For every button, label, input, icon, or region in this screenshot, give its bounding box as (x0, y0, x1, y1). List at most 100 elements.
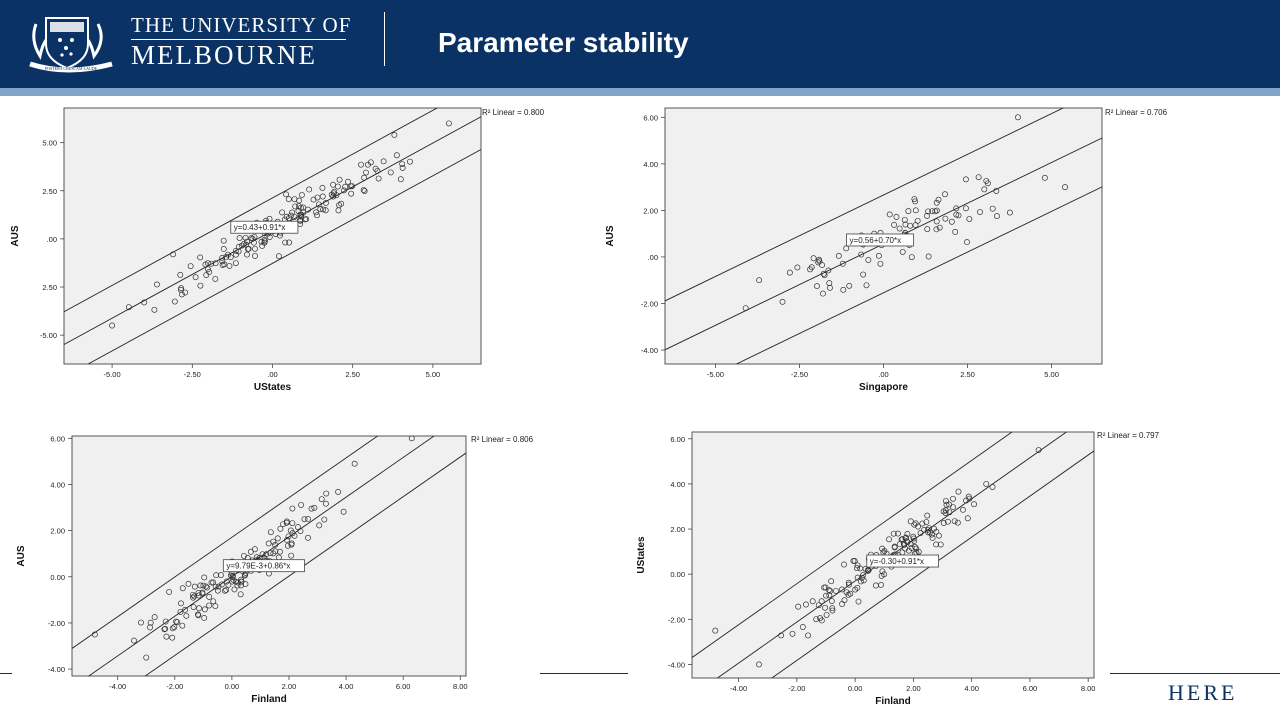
data-point (340, 508, 347, 515)
data-point (289, 520, 296, 527)
data-point (1015, 114, 1021, 121)
data-point (942, 215, 949, 222)
prediction-band-line (735, 186, 1102, 364)
plot-marks (665, 108, 1102, 364)
data-point (316, 522, 323, 529)
x-tick-label: -5.00 (104, 370, 121, 379)
data-point (942, 191, 948, 198)
data-point (288, 212, 294, 219)
data-point (289, 530, 296, 537)
data-point (283, 519, 290, 526)
data-point (227, 572, 234, 579)
x-tick-label: -2.50 (184, 370, 201, 379)
data-point (153, 281, 160, 288)
x-tick-label: 2.50 (960, 370, 975, 379)
y-tick-label: 2.00 (670, 525, 685, 534)
data-point (886, 211, 893, 218)
data-point (230, 576, 237, 583)
data-point (289, 209, 296, 216)
data-point (203, 272, 210, 278)
data-point (170, 251, 177, 258)
data-point (322, 199, 329, 206)
university-name-line1: THE UNIVERSITY OF (131, 13, 352, 37)
data-point (935, 196, 942, 203)
data-point (265, 540, 272, 547)
data-point (197, 582, 204, 589)
data-point (399, 161, 406, 167)
data-point (902, 534, 909, 541)
x-tick-label: -5.00 (707, 370, 724, 379)
y-axis-label: UStates (636, 536, 647, 574)
header-divider (384, 12, 385, 66)
data-point (308, 505, 315, 512)
data-point (794, 264, 801, 271)
data-point (305, 534, 311, 541)
data-point (206, 593, 213, 600)
data-point (927, 529, 933, 536)
y-tick-label: -4.00 (641, 346, 658, 355)
data-point (924, 212, 930, 219)
data-point (756, 661, 762, 668)
data-point (789, 630, 796, 637)
data-point (311, 504, 318, 511)
slide-title: Parameter stability (438, 27, 689, 58)
data-point (826, 284, 833, 291)
data-point (201, 615, 208, 621)
footer-brand-text: HERE (1168, 680, 1238, 705)
data-point (936, 224, 943, 231)
data-point (163, 633, 170, 640)
data-point (213, 572, 220, 579)
x-axis-label: Finland (251, 694, 287, 705)
data-point (212, 275, 219, 282)
data-point (822, 604, 829, 611)
data-point (215, 583, 222, 590)
data-point (235, 248, 242, 255)
data-point (971, 501, 978, 508)
data-point (989, 484, 996, 490)
data-point (933, 541, 940, 548)
data-point (231, 586, 238, 593)
data-point (285, 533, 292, 540)
data-point (845, 579, 852, 586)
data-point (204, 260, 211, 267)
data-point (915, 548, 922, 555)
data-point (975, 174, 982, 181)
plot-marks (692, 432, 1094, 678)
data-point (911, 537, 918, 544)
data-point (250, 239, 257, 246)
data-point (893, 213, 900, 220)
data-point (218, 581, 225, 588)
data-point (219, 254, 226, 261)
data-point (912, 198, 919, 205)
data-point (320, 206, 327, 213)
data-point (348, 190, 355, 197)
data-point (901, 541, 908, 548)
prediction-band-line (144, 452, 466, 676)
data-point (272, 541, 279, 548)
data-point (929, 208, 936, 215)
data-point (878, 572, 885, 579)
y-tick-label: .00 (648, 253, 658, 262)
x-tick-label: 2.00 (906, 684, 921, 693)
data-point (323, 490, 330, 497)
data-point (917, 530, 924, 536)
data-point (908, 544, 915, 551)
data-point (274, 535, 281, 542)
x-tick-label: 5.00 (1044, 370, 1059, 379)
data-point (251, 245, 258, 252)
prediction-band-line (665, 108, 1065, 302)
data-point (272, 548, 279, 555)
y-tick-label: -2.00 (641, 299, 658, 308)
data-point (229, 574, 236, 581)
data-point (890, 530, 897, 537)
x-tick-label: -2.00 (788, 684, 805, 693)
y-tick-label: 2.00 (50, 527, 65, 536)
data-point (817, 615, 824, 622)
data-point (820, 270, 827, 277)
fit-equation-box (866, 554, 939, 568)
data-point (330, 181, 337, 188)
data-point (823, 592, 829, 599)
y-tick-label: 2.00 (643, 206, 658, 215)
x-tick-label: 6.00 (1023, 684, 1038, 693)
data-point (203, 583, 209, 590)
